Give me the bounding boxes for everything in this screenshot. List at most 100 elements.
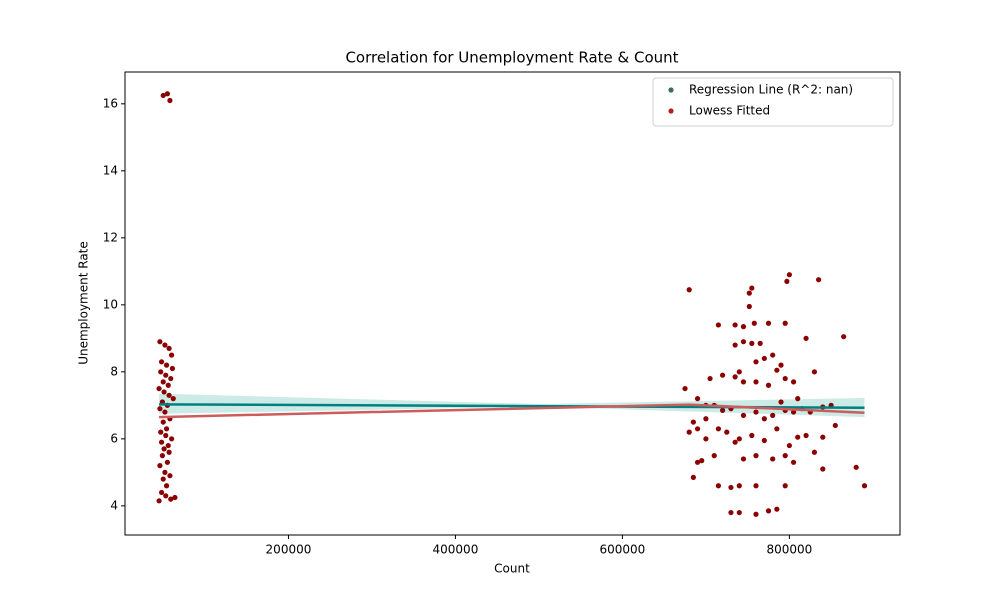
data-point	[167, 97, 173, 104]
data-point	[736, 369, 742, 375]
x-tick-label: 400000	[433, 543, 479, 557]
data-point	[166, 345, 172, 351]
data-point	[163, 372, 169, 378]
data-point	[811, 449, 818, 455]
data-point	[749, 432, 755, 439]
data-point	[694, 426, 701, 432]
fit-line	[159, 403, 865, 419]
y-tick-label: 6	[110, 431, 118, 445]
data-point	[162, 409, 168, 415]
data-point	[167, 473, 173, 479]
data-point	[168, 496, 174, 502]
data-point	[757, 340, 763, 346]
data-point	[715, 322, 722, 328]
data-point	[157, 463, 163, 469]
data-point	[172, 494, 178, 501]
plot-frame	[124, 71, 901, 536]
x-axis-label: Count	[494, 562, 530, 576]
legend-marker	[668, 108, 674, 114]
data-point	[778, 399, 784, 405]
data-point	[686, 429, 692, 435]
data-point	[778, 362, 784, 368]
data-point	[753, 483, 759, 489]
data-point	[811, 369, 818, 375]
data-point	[820, 466, 826, 472]
data-point	[160, 92, 166, 99]
y-axis-label: Unemployment Rate	[77, 241, 91, 365]
data-point	[761, 416, 767, 422]
data-point	[770, 412, 776, 418]
data-point	[158, 439, 165, 445]
data-point	[795, 434, 801, 440]
data-point	[732, 322, 738, 328]
data-point	[711, 452, 717, 459]
data-point	[719, 407, 726, 413]
data-point	[160, 419, 166, 425]
data-point	[163, 426, 170, 432]
data-point	[156, 385, 162, 392]
legend-marker	[668, 87, 674, 93]
y-tick-label: 10	[103, 297, 118, 311]
data-point	[170, 396, 176, 402]
data-point	[163, 362, 170, 368]
data-point	[732, 439, 738, 445]
data-point	[795, 396, 801, 402]
data-point	[161, 446, 167, 452]
data-point	[841, 334, 847, 340]
data-point	[736, 436, 742, 442]
y-tick-label: 8	[110, 364, 118, 378]
data-point	[732, 374, 738, 380]
data-point	[164, 91, 171, 97]
data-point	[162, 342, 168, 348]
data-point	[169, 365, 176, 372]
data-point	[770, 352, 776, 358]
data-point	[820, 434, 826, 440]
data-point	[158, 359, 165, 365]
data-point	[770, 456, 776, 462]
data-point	[740, 412, 747, 418]
legend-label: Regression Line (R^2: nan)	[689, 83, 853, 97]
data-point	[703, 416, 709, 422]
data-point	[165, 382, 171, 388]
data-point	[774, 367, 780, 373]
data-point	[732, 342, 738, 348]
data-point	[790, 379, 797, 385]
data-point	[719, 372, 726, 378]
data-point	[164, 459, 171, 465]
data-point	[157, 406, 163, 412]
data-point	[158, 369, 164, 375]
y-tick-label: 14	[103, 163, 118, 177]
data-point	[784, 278, 790, 284]
data-point	[816, 277, 822, 283]
data-point	[774, 506, 780, 512]
data-point	[790, 459, 797, 465]
data-point	[682, 385, 688, 392]
y-tick-label: 16	[103, 96, 118, 110]
data-point	[765, 320, 772, 326]
data-point	[749, 340, 755, 346]
chart-title: Correlation for Unemployment Rate & Coun…	[345, 49, 678, 67]
x-tick-label: 800000	[766, 543, 812, 557]
data-point	[158, 489, 165, 496]
data-point	[786, 442, 792, 449]
data-point	[694, 459, 701, 465]
x-tick-label: 600000	[600, 543, 646, 557]
data-point	[774, 426, 780, 432]
data-point	[162, 469, 168, 475]
data-point	[753, 511, 759, 517]
data-point	[751, 320, 757, 326]
data-point	[158, 429, 164, 435]
legend-label: Lowess Fitted	[689, 104, 770, 118]
data-point	[736, 509, 742, 516]
data-point	[736, 483, 742, 489]
data-point	[782, 452, 788, 459]
data-point	[786, 272, 792, 278]
data-point	[728, 509, 734, 516]
data-point	[753, 359, 759, 365]
data-point	[166, 392, 172, 398]
data-point	[715, 426, 722, 432]
y-tick-label: 12	[103, 230, 118, 244]
data-point	[694, 396, 701, 402]
data-point	[163, 493, 169, 499]
data-point	[686, 287, 692, 293]
